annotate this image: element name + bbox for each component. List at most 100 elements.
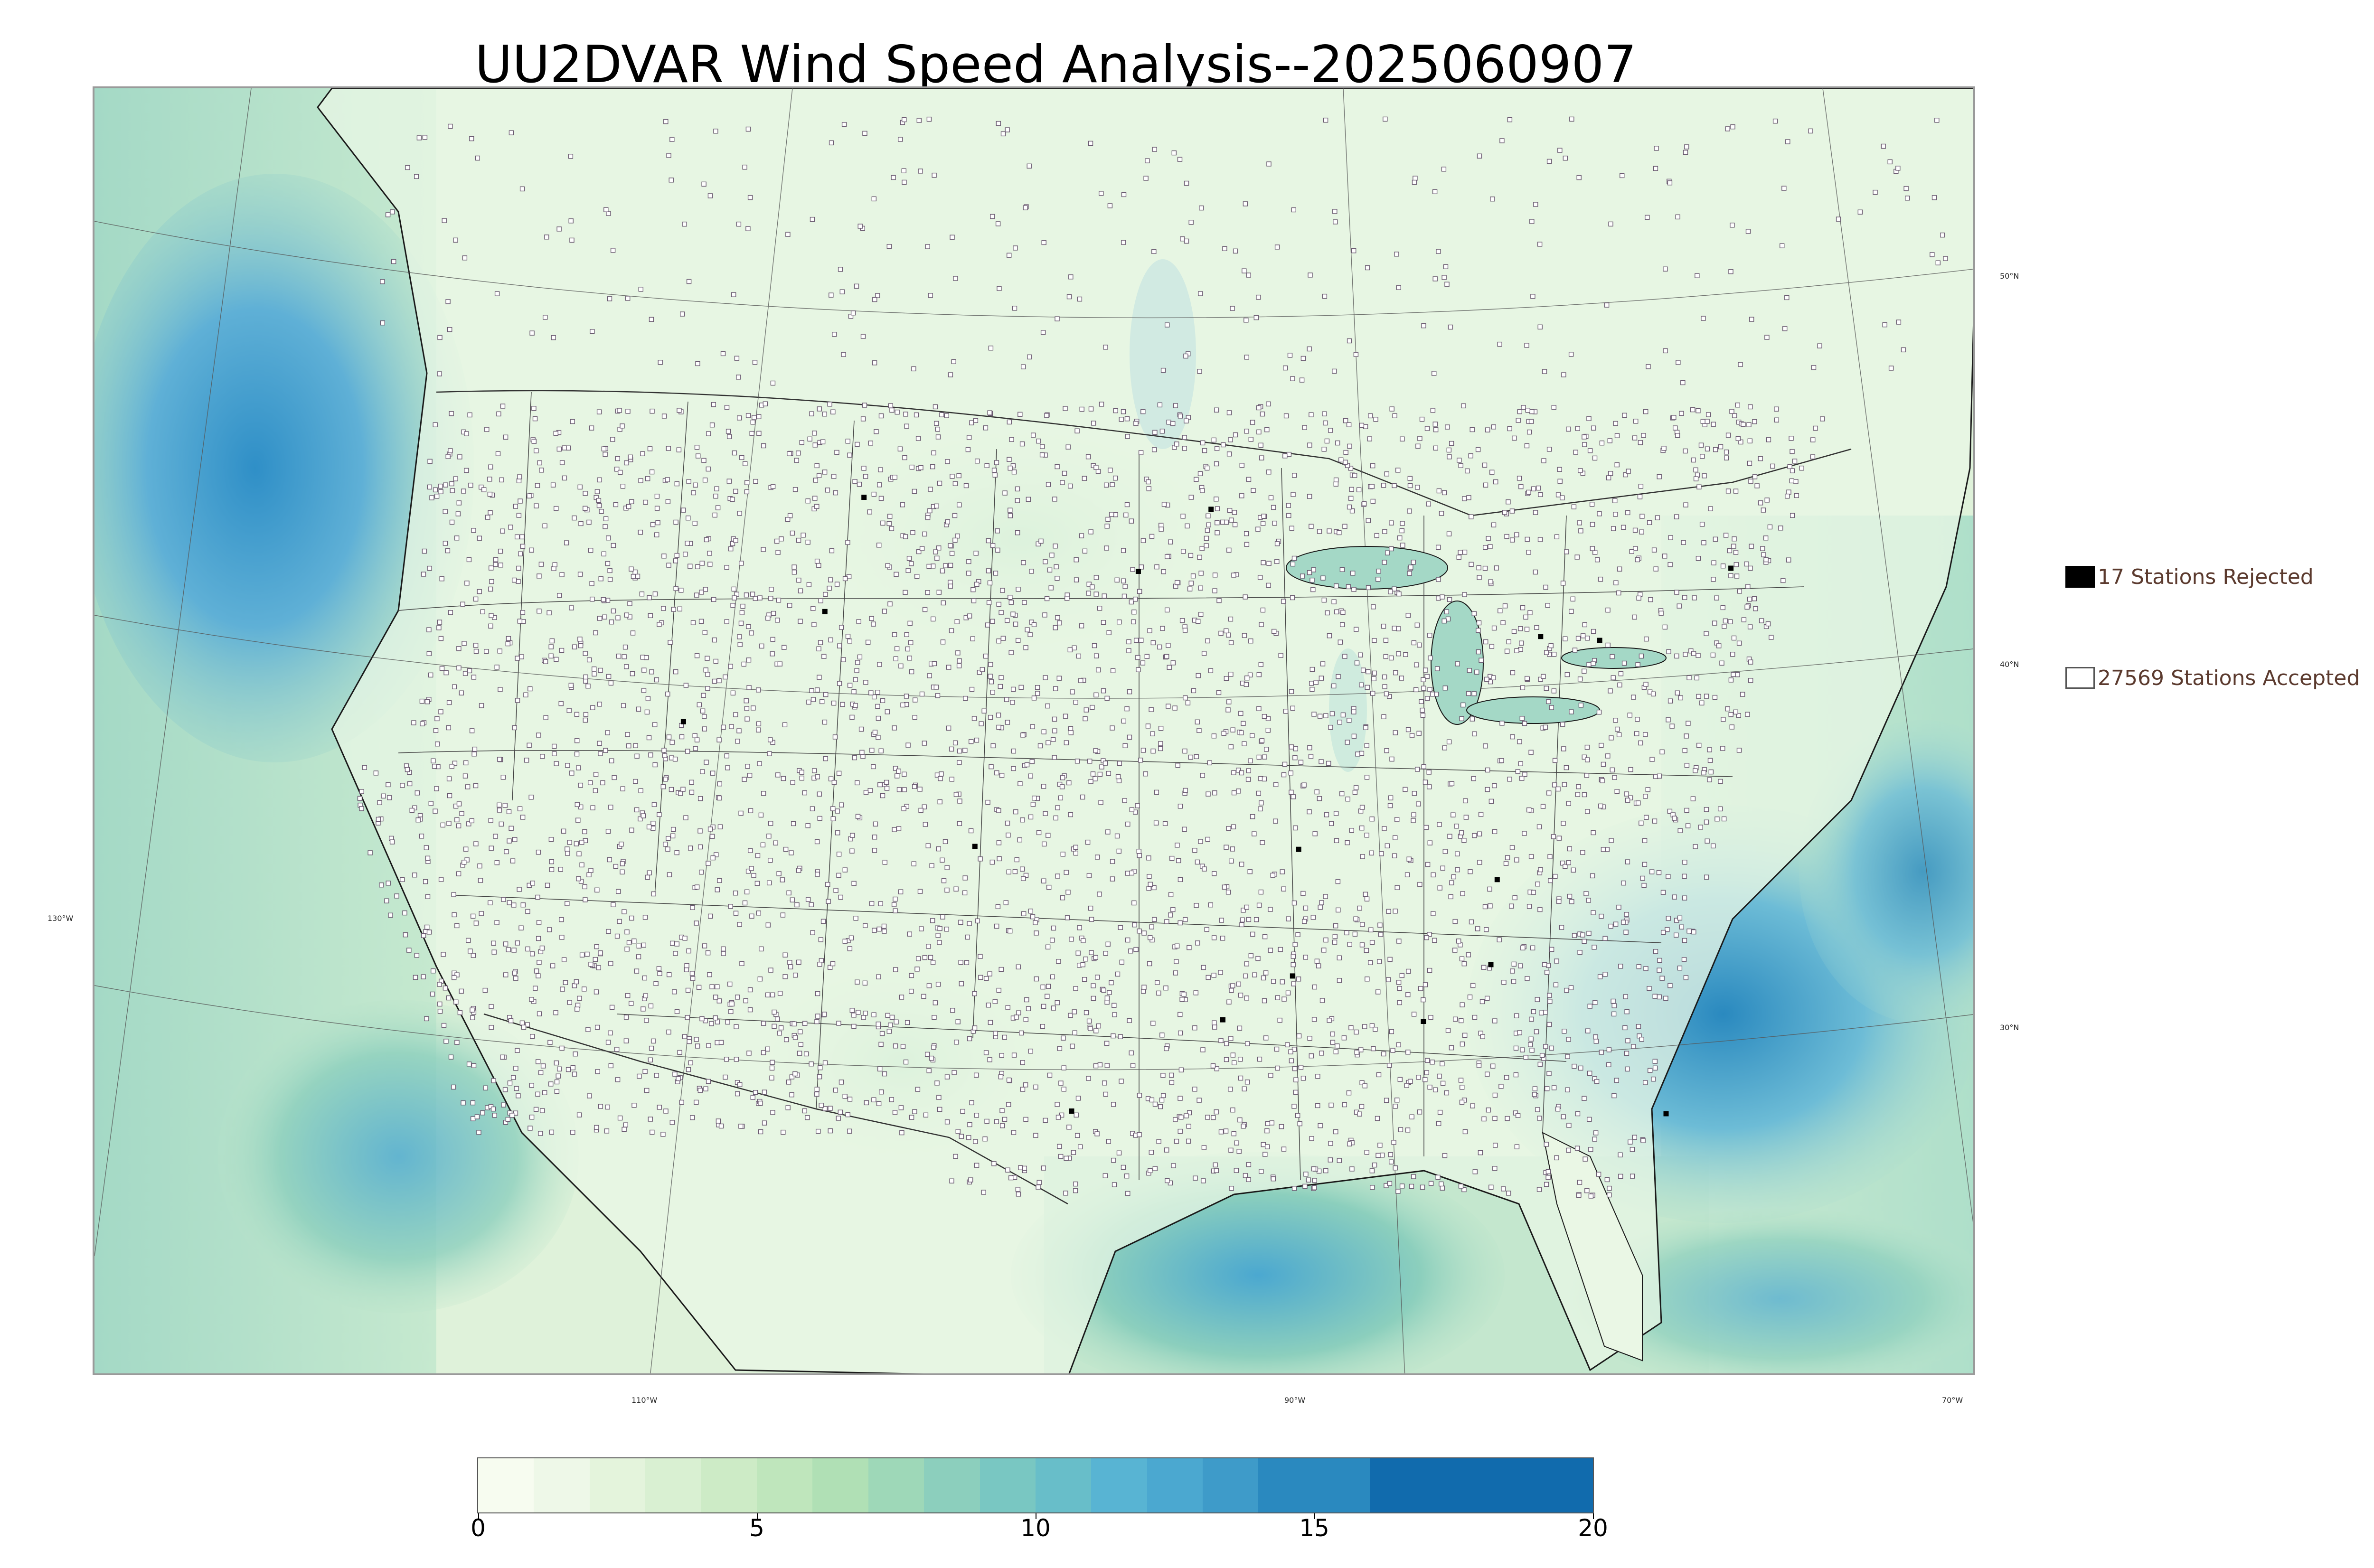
accepted-station xyxy=(1059,784,1065,789)
accepted-station xyxy=(894,773,900,779)
accepted-station xyxy=(1599,441,1605,446)
accepted-station xyxy=(1643,794,1648,799)
accepted-station xyxy=(1529,1048,1535,1053)
accepted-station xyxy=(1535,1107,1540,1112)
accepted-station xyxy=(1417,642,1422,648)
accepted-station xyxy=(1643,966,1649,971)
accepted-station xyxy=(1536,485,1541,491)
accepted-station xyxy=(816,473,822,478)
accepted-station xyxy=(1047,1072,1053,1078)
accepted-station xyxy=(892,725,897,731)
accepted-station xyxy=(1591,425,1596,431)
accepted-station xyxy=(1018,1165,1023,1171)
wind-speed-map[interactable] xyxy=(93,86,1975,1375)
accepted-station xyxy=(1043,559,1048,564)
accepted-station xyxy=(1577,949,1583,955)
accepted-station xyxy=(1392,835,1398,840)
accepted-station xyxy=(952,513,958,518)
accepted-station xyxy=(1066,780,1072,786)
accepted-station xyxy=(1244,1080,1250,1085)
accepted-station xyxy=(1205,1115,1210,1120)
accepted-station xyxy=(1499,758,1504,763)
accepted-station xyxy=(1694,675,1700,681)
accepted-station xyxy=(851,1013,857,1018)
accepted-station xyxy=(1147,935,1153,940)
accepted-station xyxy=(1158,725,1164,731)
accepted-station xyxy=(1291,900,1297,906)
accepted-station xyxy=(1367,960,1373,966)
accepted-station xyxy=(583,712,589,717)
accepted-station xyxy=(704,537,709,543)
accepted-station xyxy=(1613,717,1618,723)
accepted-station xyxy=(701,181,707,187)
accepted-station xyxy=(452,761,458,766)
accepted-station xyxy=(995,547,1000,553)
accepted-station xyxy=(1365,976,1370,982)
accepted-station xyxy=(1564,672,1570,677)
accepted-station xyxy=(1594,1079,1600,1084)
accepted-station xyxy=(592,671,597,677)
accepted-station xyxy=(1093,1063,1099,1069)
accepted-station xyxy=(1431,911,1436,916)
accepted-station xyxy=(430,991,435,997)
accepted-station xyxy=(1256,754,1262,760)
accepted-station xyxy=(1060,775,1065,780)
accepted-station xyxy=(421,572,426,577)
accepted-station xyxy=(1569,709,1574,714)
accepted-station xyxy=(1624,1051,1630,1056)
accepted-station xyxy=(1062,470,1067,476)
accepted-station xyxy=(605,828,611,834)
accepted-station xyxy=(1752,474,1758,479)
accepted-station xyxy=(1329,711,1335,716)
accepted-station xyxy=(1309,577,1315,583)
accepted-station xyxy=(666,836,671,841)
accepted-station xyxy=(530,951,535,957)
accepted-station xyxy=(1047,567,1053,573)
accepted-station xyxy=(666,563,671,568)
accepted-station xyxy=(1372,1162,1377,1168)
accepted-station xyxy=(1127,734,1132,740)
accepted-station xyxy=(1332,209,1338,214)
accepted-station xyxy=(1462,549,1468,555)
accepted-station xyxy=(761,1021,766,1026)
accepted-station xyxy=(633,743,638,748)
accepted-station-swatch xyxy=(2065,667,2095,689)
accepted-station xyxy=(476,1130,481,1135)
accepted-station xyxy=(1345,740,1350,745)
accepted-station xyxy=(830,816,836,822)
accepted-station xyxy=(434,786,439,791)
accepted-station xyxy=(654,532,659,537)
accepted-station xyxy=(608,1063,614,1069)
accepted-station xyxy=(1396,980,1402,985)
accepted-station xyxy=(721,951,726,956)
accepted-station xyxy=(1145,158,1150,163)
accepted-station xyxy=(810,697,816,702)
accepted-station xyxy=(1354,1029,1359,1035)
accepted-station xyxy=(1370,463,1375,469)
accepted-station xyxy=(445,299,451,304)
accepted-station xyxy=(1289,789,1294,795)
accepted-station xyxy=(762,1120,767,1126)
accepted-station xyxy=(709,834,715,839)
accepted-station xyxy=(497,757,502,762)
accepted-station xyxy=(1671,415,1677,420)
accepted-station xyxy=(1185,700,1191,705)
accepted-station xyxy=(791,570,797,575)
accepted-station xyxy=(1896,319,1902,325)
accepted-station xyxy=(1778,526,1783,531)
accepted-station xyxy=(1095,469,1101,474)
accepted-station xyxy=(480,1110,485,1116)
accepted-station xyxy=(1319,676,1324,681)
accepted-station xyxy=(1088,141,1093,146)
accepted-station xyxy=(938,776,943,781)
accepted-station xyxy=(918,169,923,174)
accepted-station xyxy=(509,1113,515,1118)
accepted-station xyxy=(508,525,513,530)
accepted-station xyxy=(511,1075,516,1080)
accepted-station xyxy=(427,484,432,490)
accepted-station xyxy=(1099,764,1104,770)
accepted-station xyxy=(1406,968,1411,974)
accepted-station xyxy=(1136,848,1142,854)
accepted-station xyxy=(937,940,942,945)
accepted-station xyxy=(1321,447,1327,452)
